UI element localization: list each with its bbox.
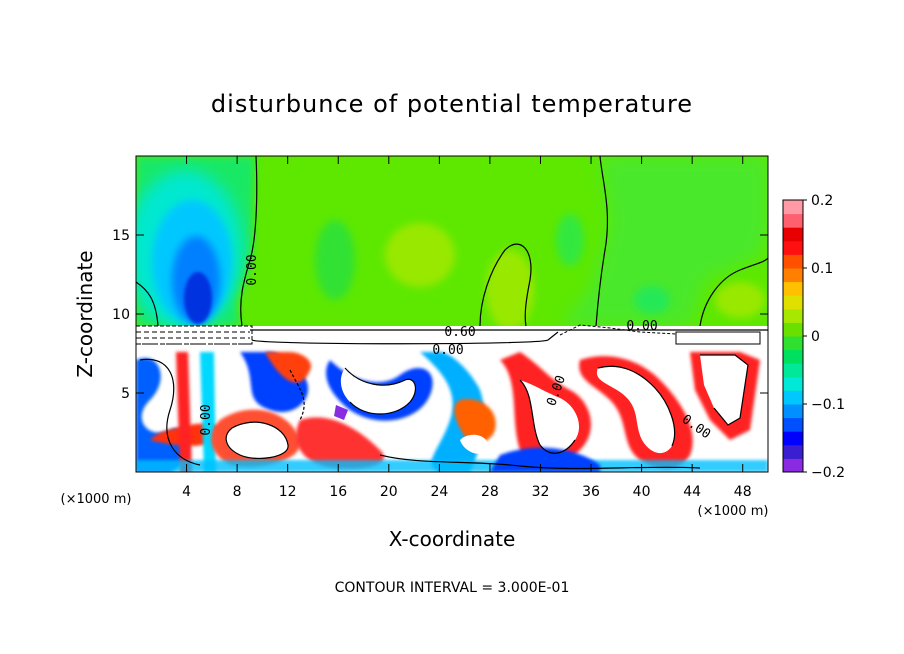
colorbar-swatch — [783, 227, 803, 242]
colorbar-swatch — [783, 404, 803, 419]
contour-lower-6 — [700, 354, 749, 426]
contour-lines — [136, 156, 768, 470]
y-axis: 5 10 15 — [112, 228, 768, 402]
y-tick-label: 15 — [112, 228, 130, 244]
plot-area: 0.00 0.00 0.60 0.00 0.00 0.00 0.00 — [136, 156, 768, 472]
colorbar-tick-label: 0.2 — [811, 193, 833, 209]
colorbar-swatch — [783, 308, 803, 323]
colorbar-swatch — [783, 458, 803, 473]
x-tick-label: 36 — [582, 484, 600, 500]
contour-right-dome — [699, 257, 768, 327]
x-tick-label: 16 — [329, 484, 347, 500]
colorbar-swatch — [783, 336, 803, 351]
contour-far-left — [136, 281, 159, 327]
contour-lower-5 — [597, 365, 676, 447]
x-axis: 4 8 12 16 20 24 28 32 36 40 44 48 — [182, 156, 752, 500]
colorbar-swatch — [783, 431, 803, 446]
colorbar-tick-label: −0.1 — [811, 397, 845, 413]
lower-layer — [136, 344, 768, 472]
upper-layer — [136, 156, 768, 330]
contour-interval-note: CONTOUR INTERVAL = 3.000E-01 — [335, 580, 570, 596]
x-unit-right: (×1000 m) — [698, 504, 769, 519]
contour-upper-mid — [479, 243, 532, 327]
x-tick-label: 40 — [633, 484, 651, 500]
x-axis-label: X-coordinate — [389, 527, 516, 551]
x-tick-label: 28 — [481, 484, 499, 500]
y-tick-label: 5 — [121, 386, 130, 402]
colorbar: 0.2 0.1 0 −0.1 −0.2 — [782, 193, 845, 481]
colorbar-swatch — [783, 200, 803, 215]
colorbar-tick-label: −0.2 — [811, 465, 845, 481]
contour-lower-4 — [519, 379, 576, 454]
colorbar-swatch — [783, 376, 803, 391]
colorbar-swatch — [783, 363, 803, 378]
colorbar-swatch — [783, 349, 803, 364]
contour-upper-right — [595, 156, 608, 327]
contour-label: 0.00 — [199, 404, 214, 435]
colorbar-swatch — [783, 295, 803, 310]
chart-title: disturbunce of potential temperature — [211, 90, 693, 118]
colorbar-tick-label: 0.1 — [811, 261, 833, 277]
contour-lower-1 — [139, 358, 201, 466]
colorbar-swatch — [783, 322, 803, 337]
x-unit-left: (×1000 m) — [61, 492, 132, 507]
contour-label: 0.00 — [245, 254, 260, 285]
colorbar-swatch — [783, 254, 803, 269]
x-tick-label: 12 — [279, 484, 297, 500]
y-axis-label: Z-coordinate — [73, 250, 97, 377]
x-tick-label: 44 — [683, 484, 701, 500]
colorbar-swatch — [783, 281, 803, 296]
x-tick-label: 20 — [380, 484, 398, 500]
x-tick-label: 24 — [430, 484, 448, 500]
contour-lower-3 — [344, 367, 417, 415]
contour-upper-left — [240, 156, 258, 327]
colorbar-swatch — [783, 213, 803, 228]
contour-label: 0.00 — [626, 319, 657, 334]
contour-label: 0.60 — [444, 325, 475, 340]
interface — [136, 324, 768, 345]
colorbar-swatch — [783, 444, 803, 459]
colorbar-swatch — [783, 268, 803, 283]
x-tick-label: 4 — [182, 484, 191, 500]
x-tick-label: 48 — [734, 484, 752, 500]
x-tick-label: 8 — [233, 484, 242, 500]
colorbar-swatch — [783, 240, 803, 255]
x-tick-label: 32 — [532, 484, 550, 500]
y-tick-label: 10 — [112, 307, 130, 323]
colorbar-tick-label: 0 — [811, 329, 820, 345]
colorbar-swatch — [783, 417, 803, 432]
contour-lower-2 — [225, 421, 289, 460]
colorbar-swatch — [783, 390, 803, 405]
contour-lower-7 — [379, 454, 701, 470]
contour-lower-dashed — [289, 369, 305, 421]
contour-label: 0.00 — [432, 343, 463, 358]
